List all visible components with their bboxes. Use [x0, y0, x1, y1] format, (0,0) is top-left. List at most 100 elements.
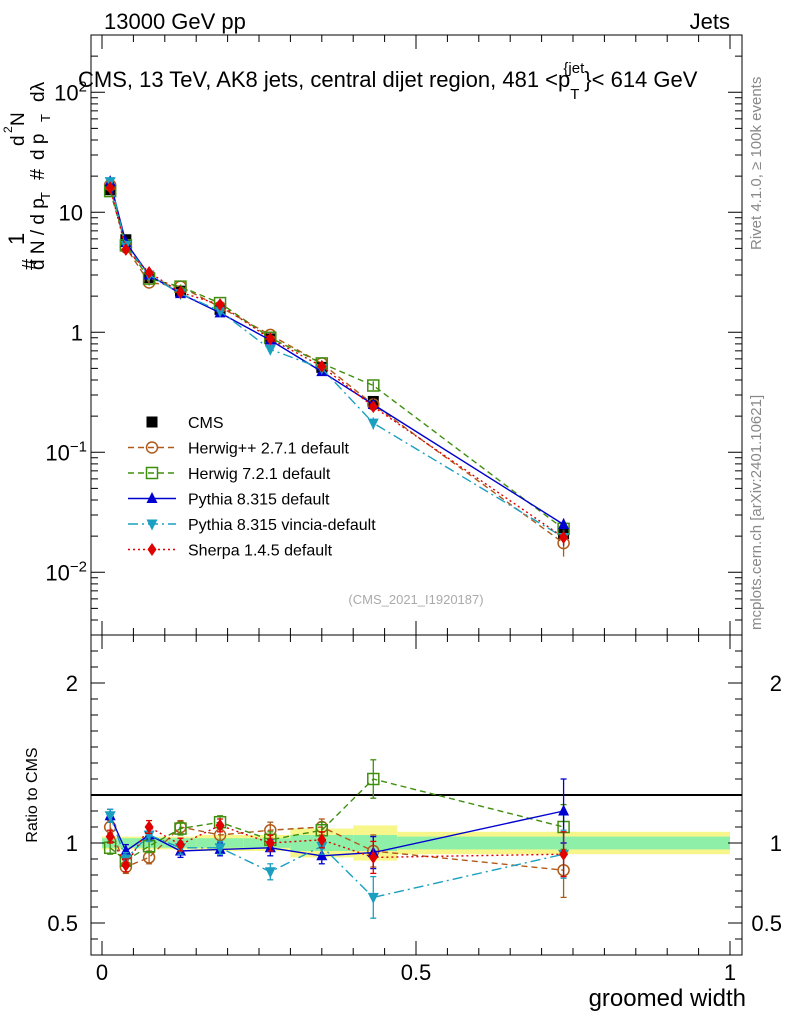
ratio-y-tick-label: 2 [66, 671, 78, 696]
data-point [367, 379, 380, 392]
svg-text:1: 1 [4, 233, 29, 245]
series-line [109, 190, 565, 530]
legend-entry: Herwig++ 2.7.1 default [128, 441, 350, 458]
y-tick-label: 102 [54, 78, 87, 105]
y-tick-label: 10−2 [45, 558, 87, 585]
svg-text:#: # [27, 168, 49, 180]
legend-entry: Sherpa 1.4.5 default [128, 543, 333, 560]
series-line [109, 185, 564, 544]
y-tick-label: 10 [59, 200, 83, 225]
data-point [317, 359, 327, 373]
main-series-group [103, 175, 570, 557]
ratio-line [109, 815, 564, 899]
analysis-watermark: (CMS_2021_I1920187) [348, 592, 483, 607]
data-point [368, 400, 378, 414]
data-point [215, 298, 225, 312]
band-inner [117, 838, 134, 848]
series-line [109, 181, 564, 526]
svg-text:d: d [8, 135, 29, 146]
svg-text:d p: d p [28, 134, 49, 160]
ratio-y-tick-label: 1 [66, 831, 78, 856]
legend-entry: Pythia 8.315 vincia-default [128, 517, 376, 534]
legend-entry: CMS [146, 415, 224, 432]
legend-label: Herwig 7.2.1 default [188, 466, 331, 483]
svg-text:N: N [8, 112, 29, 126]
data-point [367, 772, 380, 786]
legend-label: Herwig++ 2.7.1 default [188, 441, 350, 458]
legend-entry: Herwig 7.2.1 default [128, 466, 331, 483]
legend-label: Sherpa 1.4.5 default [188, 543, 333, 560]
data-point [214, 843, 226, 855]
x-tick-label: 1 [724, 960, 736, 985]
y-tick-label: 10−1 [45, 438, 87, 465]
data-point [559, 847, 569, 861]
data-point [145, 441, 159, 454]
legend: CMS Herwig++ 2.7.1 default Herwig 7.2.1 de… [128, 415, 376, 560]
ratio-sherpa-1-4-5-default [105, 818, 569, 878]
ratio-y-axis: 0.5 0.5 1 1 2 2 [47, 650, 782, 940]
data-point [265, 332, 275, 346]
ratio-y-tick-label: 0.5 [47, 911, 78, 936]
header-right: Jets [690, 9, 730, 34]
data-point [214, 306, 226, 318]
svg-text:#: # [19, 258, 41, 270]
data-point [121, 242, 131, 256]
series-sherpa-1-4-5-default [105, 181, 569, 547]
legend-entry: Pythia 8.315 default [128, 492, 330, 509]
data-point [104, 811, 116, 823]
series-line [109, 181, 564, 539]
series-pythia-8-315-vincia-default [104, 177, 570, 547]
x-axis: 0 0.5 1 [96, 35, 736, 985]
data-point [105, 830, 115, 844]
main-y-label: # 1 d N / d p T # d 2 N d p T dλ [1, 81, 53, 270]
x-axis-label: groomed width [589, 985, 746, 1012]
data-point [367, 418, 379, 430]
series-pythia-8-315-default [104, 175, 570, 532]
rivet-note: Rivet 4.1.0, ≥ 100k events [748, 77, 765, 250]
data-point [146, 416, 158, 428]
main-y-axis: 10−2 10−1 1 10 102 [45, 34, 742, 636]
data-point [174, 822, 187, 835]
series-cms [104, 184, 570, 540]
header-left: 13000 GeV pp [104, 9, 246, 34]
data-point [317, 833, 327, 847]
mcplots-note: mcplots.cern.ch [arXiv:2401.10621] [748, 395, 765, 630]
data-point [368, 850, 378, 864]
legend-label: CMS [188, 415, 224, 432]
x-tick-label: 0 [96, 960, 108, 985]
data-point [146, 519, 158, 531]
svg-text:d N / d p: d N / d p [28, 198, 49, 270]
data-point [215, 818, 225, 832]
svg-text:T: T [38, 192, 53, 200]
ratio-series-group [103, 759, 570, 919]
ratio-y-label: Ratio to CMS [24, 747, 41, 842]
svg-text:2: 2 [1, 126, 15, 133]
series-line [109, 187, 564, 539]
series-herwig-2-7-1-default [103, 178, 570, 557]
ratio-y-tick-label-right: 1 [770, 831, 782, 856]
data-point [367, 892, 379, 904]
data-point [176, 838, 185, 852]
svg-text:dλ: dλ [28, 81, 49, 102]
data-point [176, 285, 185, 299]
data-point [147, 543, 157, 556]
data-point [558, 518, 570, 530]
data-point [264, 867, 276, 879]
ratio-y-tick-label-right: 0.5 [751, 911, 782, 936]
ratio-y-tick-label-right: 2 [770, 671, 782, 696]
data-point [105, 181, 115, 195]
data-point [144, 820, 154, 834]
legend-label: Pythia 8.315 default [188, 492, 330, 509]
svg-text:T: T [38, 114, 53, 122]
data-point [264, 344, 276, 356]
main-title: CMS, 13 TeV, AK8 jets, central dijet reg… [78, 60, 698, 103]
y-tick-label: 1 [71, 320, 83, 345]
legend-label: Pythia 8.315 vincia-default [188, 517, 376, 534]
data-point [145, 466, 159, 480]
x-tick-label: 0.5 [401, 960, 432, 985]
data-point [121, 858, 131, 872]
data-point [144, 265, 154, 279]
data-point [559, 530, 569, 544]
data-point [558, 804, 570, 816]
